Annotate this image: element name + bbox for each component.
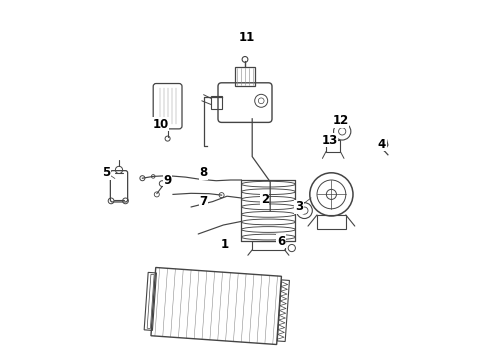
Bar — [211, 96, 222, 109]
Text: 7: 7 — [199, 195, 208, 208]
Text: 12: 12 — [332, 114, 348, 127]
Text: 13: 13 — [321, 134, 338, 147]
Text: 4: 4 — [378, 138, 386, 150]
Text: 9: 9 — [164, 174, 171, 186]
Bar — [317, 215, 346, 229]
Text: 1: 1 — [221, 238, 229, 251]
Bar — [235, 67, 255, 86]
Text: 3: 3 — [295, 201, 303, 213]
Text: 5: 5 — [102, 166, 111, 179]
Text: 8: 8 — [199, 166, 208, 179]
Bar — [326, 140, 341, 152]
Text: 10: 10 — [152, 118, 169, 131]
Bar — [252, 241, 285, 250]
Text: 11: 11 — [239, 31, 255, 44]
Text: 6: 6 — [277, 235, 285, 248]
Text: 2: 2 — [261, 193, 269, 206]
Bar — [242, 180, 295, 241]
